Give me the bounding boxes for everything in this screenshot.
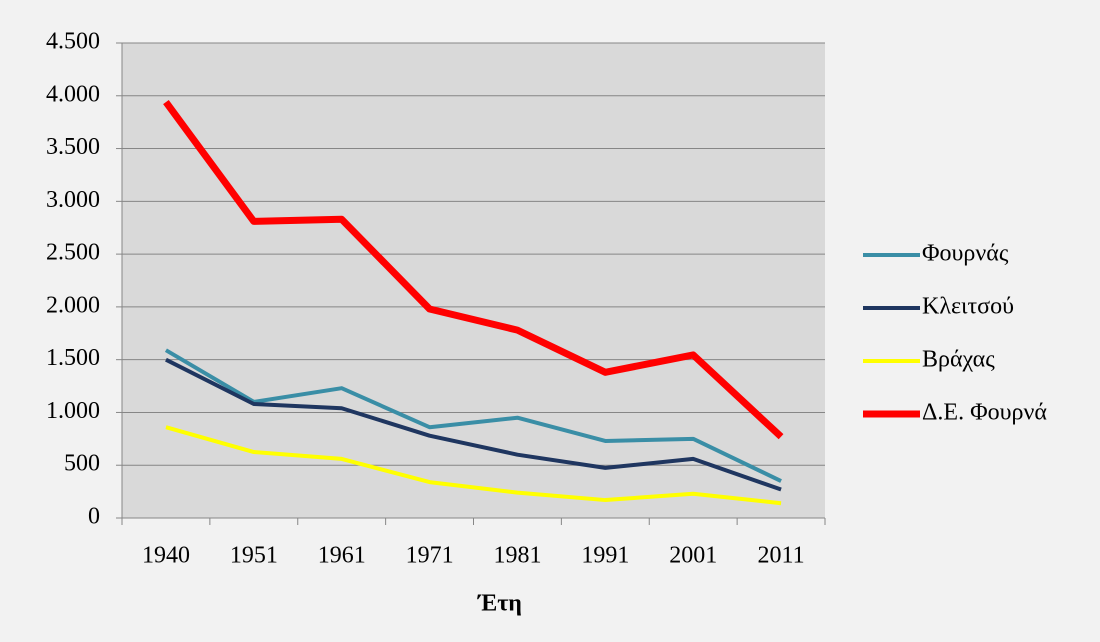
x-tick-label: 2001 — [669, 543, 717, 569]
x-tick-label: 1961 — [318, 543, 366, 569]
y-tick-label: 3.500 — [46, 134, 100, 160]
x-axis-label: Έτη — [477, 591, 522, 617]
y-tick-label: 2.500 — [46, 240, 100, 266]
series-line — [164, 348, 782, 483]
legend-label: Κλειτσού — [922, 294, 1014, 320]
x-tick-label: 1981 — [493, 543, 541, 569]
series-line — [163, 100, 784, 440]
x-tick-label: 1991 — [581, 543, 629, 569]
y-tick-label: 4.500 — [46, 29, 100, 55]
y-tick-label: 500 — [64, 451, 100, 477]
series-line — [165, 357, 782, 492]
legend-label: Βράχας — [922, 347, 995, 373]
x-tick-label: 2011 — [758, 543, 805, 569]
y-tick-label: 2.000 — [46, 292, 100, 318]
y-tick-label: 4.000 — [46, 81, 100, 107]
legend-label: Δ.Ε. Φουρνά — [922, 400, 1047, 426]
y-tick-label: 0 — [88, 504, 100, 530]
series-line — [165, 425, 782, 506]
x-tick-label: 1971 — [406, 543, 454, 569]
y-tick-label: 3.000 — [46, 187, 100, 213]
y-tick-label: 1.500 — [46, 345, 100, 371]
x-tick-label: 1951 — [230, 543, 278, 569]
x-tick-label: 1940 — [142, 543, 190, 569]
y-tick-label: 1.000 — [46, 398, 100, 424]
legend-label: Φουρνάς — [922, 241, 1009, 267]
plot-area — [122, 43, 825, 518]
